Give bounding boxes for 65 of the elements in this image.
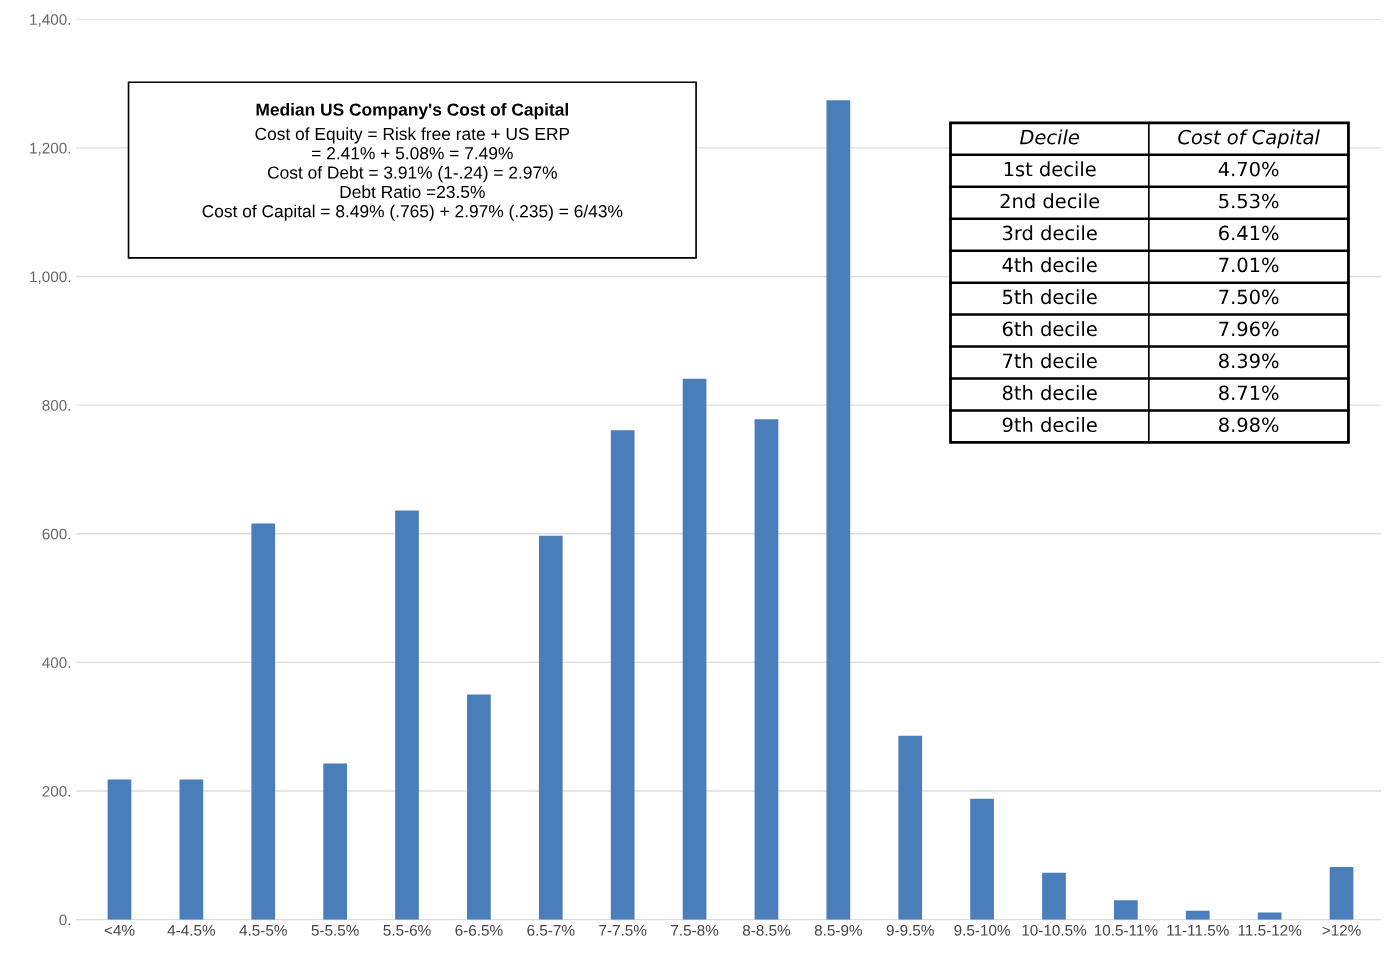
x-tick-label: 8-8.5% bbox=[742, 924, 791, 936]
x-tick-label: 6-6.5% bbox=[455, 924, 503, 936]
bar bbox=[1329, 866, 1354, 920]
bar bbox=[826, 100, 851, 920]
x-tick-label: 9-9.5% bbox=[886, 924, 934, 936]
annotation: Decile bbox=[1019, 129, 1079, 145]
x-tick-label: 9.5-10% bbox=[954, 924, 1011, 936]
x-tick-label: 5.5-6% bbox=[383, 924, 431, 936]
y-tick-label: 1,000. bbox=[30, 271, 71, 285]
y-tick-label: 400. bbox=[42, 657, 71, 669]
x-tick-label: 10.5-11% bbox=[1094, 924, 1158, 936]
x-tick-label: 6.5-7% bbox=[527, 924, 575, 936]
bar bbox=[179, 779, 204, 920]
annotation: 6th decile bbox=[1002, 321, 1097, 337]
bar bbox=[251, 523, 276, 920]
annotation: 2nd decile bbox=[1000, 193, 1100, 209]
x-tick-label: 4-4.5% bbox=[167, 925, 216, 936]
y-tick-label: 800. bbox=[42, 400, 71, 411]
bar bbox=[1114, 900, 1138, 920]
bar bbox=[754, 419, 779, 920]
bar bbox=[682, 378, 707, 920]
annotation: 8.39% bbox=[1219, 353, 1279, 369]
y-tick-label: 200. bbox=[42, 785, 71, 797]
y-tick-label: 1,200. bbox=[30, 142, 71, 156]
x-tick-label: 10-10.5% bbox=[1022, 924, 1087, 936]
x-tick-label: 5-5.5% bbox=[311, 925, 359, 936]
x-tick-label: >12% bbox=[1322, 924, 1361, 936]
bar bbox=[610, 430, 635, 920]
x-tick-label: <4% bbox=[104, 925, 135, 936]
annotation: 6.41% bbox=[1219, 225, 1279, 241]
annotation: 8.98% bbox=[1219, 417, 1279, 433]
annotation: 5.53% bbox=[1219, 193, 1279, 209]
x-tick-label: 11.5-12% bbox=[1238, 924, 1302, 936]
bar bbox=[970, 798, 994, 920]
x-tick-label: 7.5-8% bbox=[671, 924, 719, 936]
annotation: 4.70% bbox=[1218, 161, 1279, 177]
annotation: Median US Company's Cost of Capital bbox=[256, 103, 568, 120]
x-tick-label: 4.5-5% bbox=[239, 925, 287, 936]
annotation: 7.96% bbox=[1219, 321, 1279, 337]
annotation: 9th decile bbox=[1002, 417, 1097, 433]
bar bbox=[107, 779, 132, 920]
annotation: Cost of Equity = Risk free rate + US ERP = 2.41% + 5.08% = 7.49% Cost of Debt = 3.91% (1-.24) = 2.97% Debt Ratio =23.5% Cost of Capital = 8.49% (.765) + 2.97% (.235) = 6/43% bbox=[202, 127, 623, 221]
y-tick-label: 1,400. bbox=[30, 14, 71, 27]
y-tick-label: 600. bbox=[42, 528, 71, 540]
bar bbox=[1042, 872, 1066, 920]
bar bbox=[538, 535, 563, 920]
annotation: 5th decile bbox=[1003, 289, 1097, 305]
x-tick-label: 7-7.5% bbox=[599, 925, 647, 936]
annotation: 4th decile bbox=[1002, 257, 1097, 273]
annotation: 7.50% bbox=[1219, 289, 1279, 305]
bar bbox=[1185, 910, 1210, 920]
annotation: 3rd decile bbox=[1002, 225, 1097, 241]
bar bbox=[395, 510, 419, 920]
annotation: Cost of Capital bbox=[1178, 129, 1320, 149]
annotation: 8.71% bbox=[1219, 385, 1279, 401]
annotation: 8th decile bbox=[1002, 385, 1097, 401]
bar bbox=[323, 763, 347, 920]
bar bbox=[898, 735, 923, 920]
annotation: 1st decile bbox=[1004, 161, 1096, 177]
x-tick-label: 8.5-9% bbox=[814, 924, 862, 936]
y-tick-label: 0. bbox=[59, 914, 71, 926]
annotation: 7.01% bbox=[1219, 257, 1279, 273]
bar bbox=[467, 694, 491, 920]
x-tick-label: 11-11.5% bbox=[1167, 925, 1229, 936]
annotation: 7th decile bbox=[1003, 353, 1097, 369]
